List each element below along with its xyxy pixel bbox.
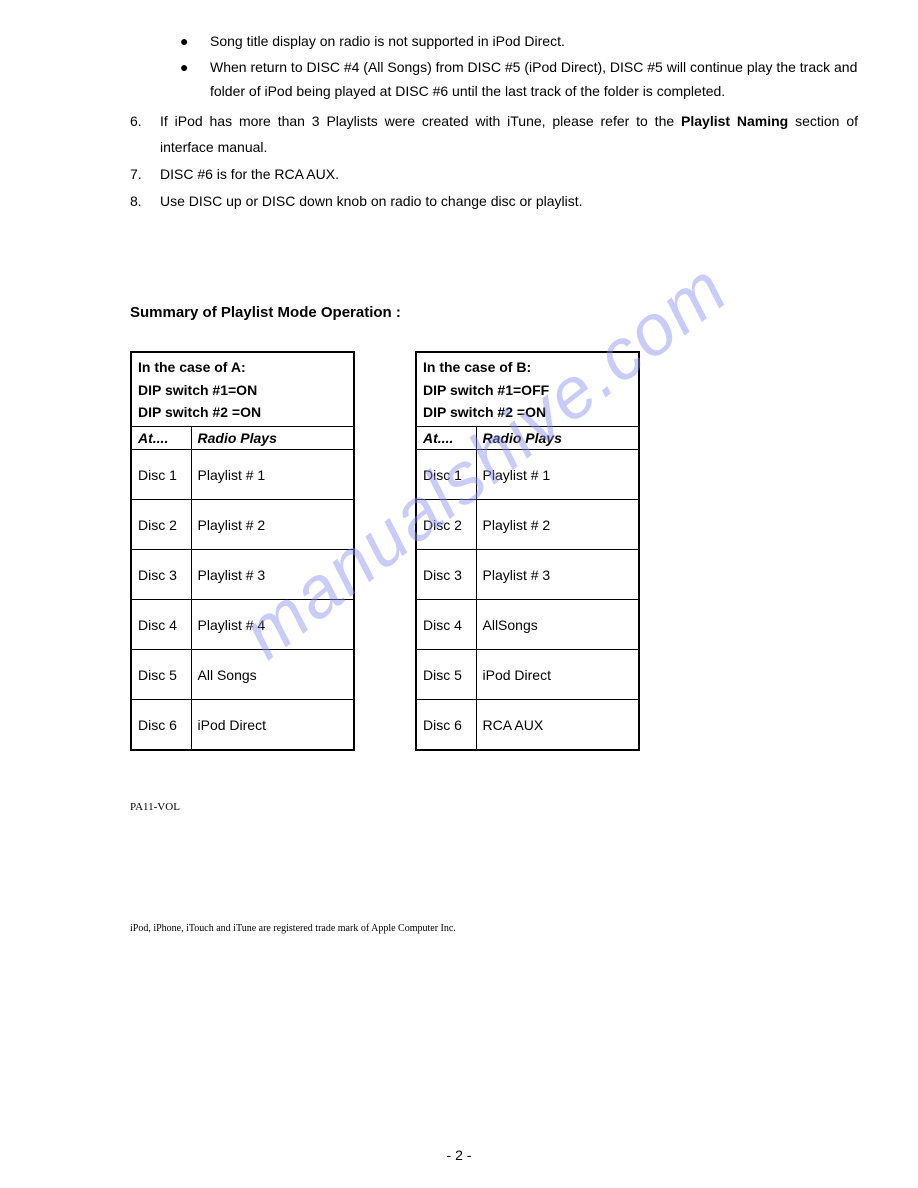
tables-container: In the case of A: DIP switch #1=ON DIP s…	[130, 351, 858, 751]
cell-plays: Playlist # 1	[191, 450, 354, 500]
bullet-icon: ●	[180, 56, 210, 104]
cell-at: Disc 6	[416, 700, 476, 750]
item-number: 8.	[130, 189, 160, 214]
cell-at: Disc 1	[131, 450, 191, 500]
page-container: manualshive.com ● Song title display on …	[0, 0, 918, 1188]
bullet-item: ● When return to DISC #4 (All Songs) fro…	[180, 56, 858, 104]
bullet-list: ● Song title display on radio is not sup…	[180, 30, 858, 103]
header-line: In the case of B:	[423, 356, 632, 378]
table-header: In the case of A: DIP switch #1=ON DIP s…	[131, 352, 354, 427]
cell-at: Disc 1	[416, 450, 476, 500]
item-number: 7.	[130, 162, 160, 187]
cell-plays: Playlist # 3	[476, 550, 639, 600]
bullet-item: ● Song title display on radio is not sup…	[180, 30, 858, 54]
table-row: Disc 2Playlist # 2	[416, 500, 639, 550]
cell-plays: Playlist # 1	[476, 450, 639, 500]
cell-at: Disc 5	[416, 650, 476, 700]
cell-at: Disc 3	[416, 550, 476, 600]
cell-plays: AllSongs	[476, 600, 639, 650]
table-row: Disc 3Playlist # 3	[131, 550, 354, 600]
text-segment: If iPod has more than 3 Playlists were c…	[160, 113, 681, 129]
list-item-8: 8. Use DISC up or DISC down knob on radi…	[130, 189, 858, 214]
header-line: In the case of A:	[138, 356, 347, 378]
cell-at: Disc 5	[131, 650, 191, 700]
bullet-icon: ●	[180, 30, 210, 54]
bullet-text: Song title display on radio is not suppo…	[210, 30, 565, 54]
table-row: Disc 3Playlist # 3	[416, 550, 639, 600]
header-line: DIP switch #2 =ON	[423, 401, 632, 423]
footer-code: PA11-VOL	[130, 801, 858, 813]
list-item-7: 7. DISC #6 is for the RCA AUX.	[130, 162, 858, 187]
item-content: Use DISC up or DISC down knob on radio t…	[160, 189, 858, 214]
table-row: Disc 5All Songs	[131, 650, 354, 700]
header-line: DIP switch #2 =ON	[138, 401, 347, 423]
numbered-list: 6. If iPod has more than 3 Playlists wer…	[130, 109, 858, 214]
cell-plays: iPod Direct	[476, 650, 639, 700]
header-line: DIP switch #1=ON	[138, 379, 347, 401]
trademark-notice: iPod, iPhone, iTouch and iTune are regis…	[130, 923, 858, 934]
cell-at: Disc 3	[131, 550, 191, 600]
cell-plays: iPod Direct	[191, 700, 354, 750]
item-content: If iPod has more than 3 Playlists were c…	[160, 109, 858, 159]
cell-at: Disc 4	[416, 600, 476, 650]
table-row: Disc 2Playlist # 2	[131, 500, 354, 550]
cell-plays: Playlist # 2	[476, 500, 639, 550]
header-line: DIP switch #1=OFF	[423, 379, 632, 401]
column-header-at: At....	[416, 427, 476, 450]
cell-plays: Playlist # 4	[191, 600, 354, 650]
cell-at: Disc 4	[131, 600, 191, 650]
column-header-at: At....	[131, 427, 191, 450]
table-row: Disc 1Playlist # 1	[131, 450, 354, 500]
table-case-a: In the case of A: DIP switch #1=ON DIP s…	[130, 351, 355, 751]
cell-at: Disc 6	[131, 700, 191, 750]
table-row: Disc 6RCA AUX	[416, 700, 639, 750]
cell-plays: RCA AUX	[476, 700, 639, 750]
page-number: - 2 -	[0, 1147, 918, 1163]
item-content: DISC #6 is for the RCA AUX.	[160, 162, 858, 187]
table-header: In the case of B: DIP switch #1=OFF DIP …	[416, 352, 639, 427]
column-header-plays: Radio Plays	[476, 427, 639, 450]
cell-plays: Playlist # 2	[191, 500, 354, 550]
cell-plays: Playlist # 3	[191, 550, 354, 600]
list-item-6: 6. If iPod has more than 3 Playlists wer…	[130, 109, 858, 159]
table-row: Disc 5iPod Direct	[416, 650, 639, 700]
column-header-plays: Radio Plays	[191, 427, 354, 450]
table-row: Disc 4AllSongs	[416, 600, 639, 650]
section-title: Summary of Playlist Mode Operation :	[130, 304, 858, 321]
item-number: 6.	[130, 109, 160, 159]
cell-at: Disc 2	[131, 500, 191, 550]
table-case-b: In the case of B: DIP switch #1=OFF DIP …	[415, 351, 640, 751]
bullet-text: When return to DISC #4 (All Songs) from …	[210, 56, 858, 104]
cell-at: Disc 2	[416, 500, 476, 550]
table-row: Disc 6iPod Direct	[131, 700, 354, 750]
cell-plays: All Songs	[191, 650, 354, 700]
table-row: Disc 1Playlist # 1	[416, 450, 639, 500]
table-row: Disc 4Playlist # 4	[131, 600, 354, 650]
bold-text: Playlist Naming	[681, 113, 788, 129]
